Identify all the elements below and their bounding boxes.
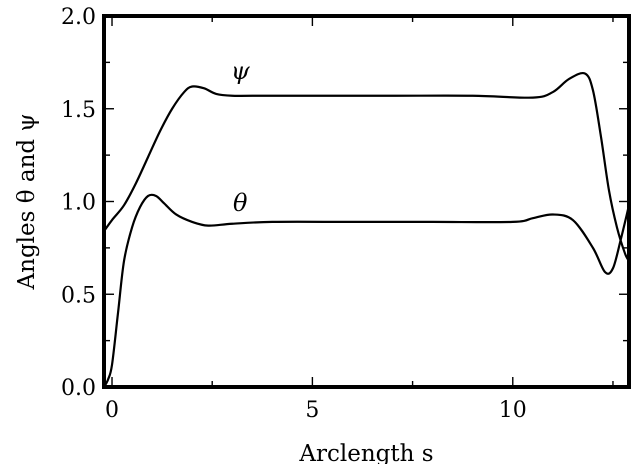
series-curves: [104, 71, 629, 387]
tick-marks: [104, 15, 629, 388]
x-axis-label: Arclength s: [298, 441, 433, 464]
plot-area: [102, 14, 631, 389]
x-tick-label: 5: [305, 398, 319, 423]
x-tick-label: 0: [105, 398, 119, 423]
y-tick-label: 1.0: [61, 191, 96, 216]
series-label-psi: ψ: [231, 57, 251, 85]
y-tick-label: 0.5: [61, 283, 96, 308]
series-annotations: ψθ: [231, 57, 251, 217]
plot-frame: [102, 14, 631, 389]
y-axis-label: Angles θ and ψ: [14, 114, 40, 291]
series-line-psi: [104, 71, 629, 262]
y-tick-label: 2.0: [61, 5, 96, 30]
series-label-theta: θ: [233, 189, 248, 217]
y-tick-label: 0.0: [61, 376, 96, 401]
y-tick-label: 1.5: [61, 98, 96, 123]
series-line-theta: [104, 193, 629, 387]
x-tick-label: 10: [499, 398, 527, 423]
tick-labels: 0 5 10 0.0 0.5 1.0 1.5 2.0: [61, 5, 527, 423]
